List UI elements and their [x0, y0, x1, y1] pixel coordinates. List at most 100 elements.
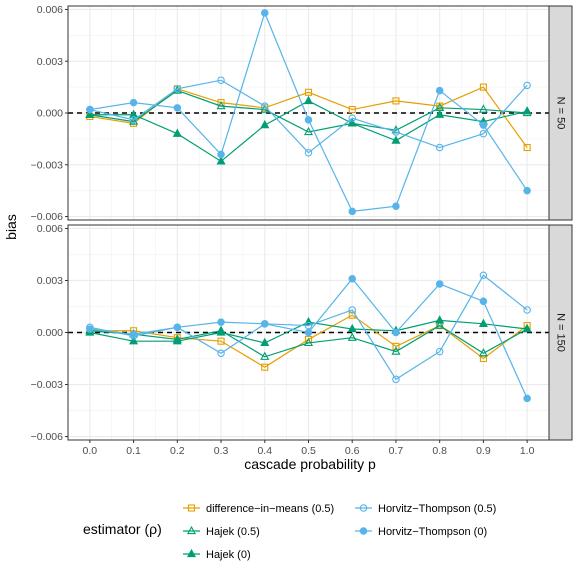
- data-point-hajek0: [129, 336, 139, 345]
- data-point-hajek0: [260, 119, 270, 129]
- x-tick-label: 0.8: [432, 445, 447, 457]
- legend-entry-hajek0: Hajek (0): [183, 548, 251, 561]
- legend-entry-dim05: difference−in−means (0.5): [183, 503, 334, 515]
- data-point-ht0: [523, 186, 531, 195]
- data-point-ht0: [435, 280, 444, 288]
- data-point-ht05: [348, 306, 356, 314]
- y-tick-label: −0.003: [31, 159, 64, 171]
- legend-key-marker: [187, 504, 196, 512]
- data-point-ht05: [173, 85, 182, 93]
- series-line-hajek05: [89, 324, 528, 358]
- x-axis-title: cascade probability p: [244, 456, 376, 472]
- data-point-ht05: [479, 129, 488, 138]
- y-axis-title: bias: [3, 214, 19, 240]
- data-point-hajek05: [303, 337, 314, 347]
- x-tick-label: 0.7: [389, 445, 404, 457]
- series-line-hajek05: [89, 89, 528, 133]
- data-point-ht05: [392, 128, 400, 136]
- data-point-hajek05: [216, 100, 226, 110]
- data-point-dim05: [348, 105, 356, 114]
- legend-entry-label: Horvitz−Thompson (0): [378, 526, 487, 538]
- y-tick-label: 0.003: [37, 56, 63, 68]
- data-point-ht0: [129, 330, 138, 338]
- x-tick-label: 0.6: [345, 445, 360, 457]
- data-point-ht0: [348, 274, 356, 283]
- y-tick-label: −0.003: [31, 379, 64, 391]
- data-point-hajek05: [303, 126, 314, 136]
- legend-key-marker: [186, 525, 197, 535]
- x-tick-label: 0.0: [83, 445, 98, 457]
- data-point-ht05: [435, 143, 444, 152]
- data-point-dim05: [261, 363, 269, 371]
- data-point-hajek05: [435, 320, 445, 329]
- y-tick-label: −0.006: [31, 211, 64, 223]
- data-point-ht0: [86, 105, 94, 114]
- data-point-ht05: [435, 347, 444, 356]
- data-point-ht05: [523, 306, 531, 314]
- data-point-hajek05: [478, 104, 488, 113]
- data-point-hajek05: [129, 116, 139, 125]
- legend-key-marker: [359, 504, 368, 512]
- data-point-ht0: [348, 207, 356, 216]
- legend-entry-ht0: Horvitz−Thompson (0): [355, 526, 487, 538]
- legend-entry-label: difference−in−means (0.5): [206, 503, 334, 515]
- y-tick-label: 0.000: [37, 327, 63, 339]
- legend-title: estimator (ρ): [83, 521, 162, 537]
- legend-entry-hajek05: Hajek (0.5): [183, 525, 260, 538]
- data-point-ht05: [304, 148, 313, 157]
- data-point-hajek0: [478, 318, 488, 327]
- data-point-hajek0: [347, 118, 357, 127]
- data-point-ht05: [129, 116, 138, 124]
- panel-2: −0.006 −0.003 0.000 0.003 0.006 N = 150: [31, 223, 573, 443]
- data-point-ht05: [479, 271, 488, 280]
- data-point-hajek0: [522, 323, 532, 333]
- y-tick-label: 0.006: [37, 223, 63, 235]
- data-point-dim05: [392, 342, 400, 350]
- x-tick-label: 0.2: [170, 445, 185, 457]
- data-point-ht0: [479, 121, 488, 129]
- legend-entry-label: Horvitz−Thompson (0.5): [378, 503, 496, 515]
- data-point-ht0: [173, 104, 182, 112]
- data-point-hajek05: [391, 346, 401, 355]
- x-tick-label: 0.5: [301, 445, 316, 457]
- data-point-ht0: [217, 318, 225, 326]
- data-point-hajek0: [216, 156, 226, 165]
- facet-strip-label: N = 150: [555, 313, 567, 352]
- data-point-hajek0: [303, 95, 314, 105]
- data-point-ht05: [348, 114, 356, 122]
- y-tick-label: 0.003: [37, 275, 63, 287]
- data-point-ht05: [217, 349, 225, 358]
- facet-strip: [548, 5, 573, 221]
- data-point-ht0: [392, 202, 400, 210]
- data-point-ht0: [304, 328, 313, 337]
- data-point-ht0: [129, 98, 138, 107]
- data-point-dim05: [523, 143, 531, 152]
- x-tick-label: 0.9: [476, 445, 491, 457]
- data-point-hajek0: [129, 109, 139, 118]
- data-point-ht0: [479, 297, 488, 306]
- series-line-ht05: [89, 79, 528, 154]
- data-point-hajek0: [216, 327, 226, 336]
- data-point-ht0: [217, 150, 225, 159]
- facet-strip: [548, 224, 573, 441]
- legend-entry-ht05: Horvitz−Thompson (0.5): [355, 503, 496, 515]
- data-point-ht05: [261, 102, 269, 110]
- x-tick-label: 0.4: [257, 445, 272, 457]
- x-tick-label: 0.1: [126, 445, 141, 457]
- data-point-ht05: [523, 81, 531, 90]
- data-point-hajek05: [478, 348, 488, 357]
- legend-key-marker: [359, 527, 368, 535]
- data-point-hajek0: [172, 336, 182, 345]
- data-point-dim05: [479, 83, 487, 91]
- data-point-ht0: [435, 86, 444, 95]
- y-tick-label: −0.006: [31, 431, 64, 443]
- data-point-hajek0: [391, 135, 401, 144]
- data-point-ht0: [261, 320, 269, 328]
- x-axis: 0.0 0.1 0.2 0.3 0.4 0.5 0.6 0.7 0.8 0.9 1.0: [83, 440, 535, 457]
- data-point-ht0: [173, 323, 182, 332]
- data-point-hajek05: [347, 332, 357, 341]
- data-point-hajek0: [85, 109, 95, 118]
- data-point-hajek0: [172, 128, 182, 137]
